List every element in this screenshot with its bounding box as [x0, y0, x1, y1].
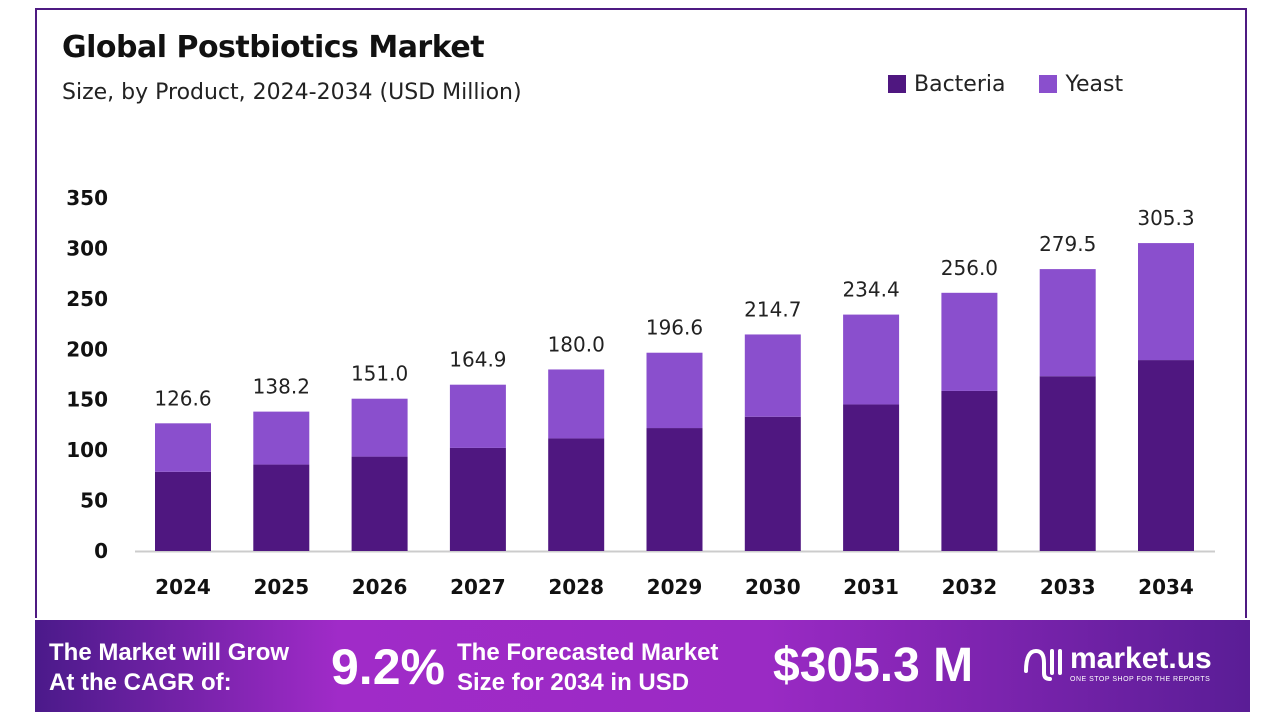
data-label: 164.9 — [449, 348, 506, 372]
bar-bacteria — [351, 456, 408, 551]
bar-bacteria — [1138, 360, 1194, 551]
chart-subtitle: Size, by Product, 2024-2034 (USD Million… — [62, 80, 522, 105]
y-tick-label: 150 — [66, 388, 108, 412]
data-label: 126.6 — [154, 386, 211, 410]
x-tick-label: 2032 — [942, 575, 998, 599]
x-tick-label: 2034 — [1138, 575, 1194, 599]
chart-frame — [35, 8, 1247, 618]
bar-bacteria — [843, 404, 900, 551]
data-label: 151.0 — [351, 362, 408, 386]
data-label: 138.2 — [253, 375, 310, 399]
chart-title: Global Postbiotics Market — [62, 30, 485, 65]
legend-item-yeast: Yeast — [1039, 72, 1123, 97]
footer-banner: The Market will Grow At the CAGR of: 9.2%… — [35, 620, 1250, 712]
x-tick-label: 2031 — [843, 575, 899, 599]
bar-bacteria — [1039, 376, 1096, 551]
data-label: 279.5 — [1039, 232, 1096, 256]
x-tick-label: 2025 — [253, 575, 309, 599]
bar-yeast — [1138, 243, 1194, 361]
y-tick-label: 100 — [66, 438, 108, 462]
data-label: 234.4 — [842, 278, 899, 302]
bar-yeast — [744, 334, 801, 417]
bar-yeast — [548, 369, 605, 439]
cagr-label: The Market will Grow At the CAGR of: — [49, 639, 290, 696]
x-tick-label: 2033 — [1040, 575, 1096, 599]
data-label: 305.3 — [1137, 206, 1194, 230]
bar-yeast — [1039, 269, 1096, 377]
legend: Bacteria Yeast — [888, 72, 1123, 97]
forecast-label: The Forecasted Market Size for 2034 in US… — [457, 639, 719, 696]
y-tick-label: 200 — [66, 337, 108, 361]
x-tick-label: 2026 — [352, 575, 408, 599]
cagr-value: 9.2% — [331, 639, 445, 695]
data-label: 180.0 — [548, 332, 605, 356]
y-tick-label: 350 — [66, 186, 108, 210]
x-tick-label: 2027 — [450, 575, 506, 599]
market-us-logo: market.us ONE STOP SHOP FOR THE REPORTS — [1020, 642, 1212, 683]
bar-yeast — [351, 398, 408, 457]
bar-bacteria — [449, 447, 506, 551]
bar-bacteria — [253, 464, 310, 551]
bar-yeast — [155, 423, 211, 472]
y-tick-label: 50 — [80, 489, 108, 513]
data-label: 196.6 — [646, 316, 703, 340]
x-tick-label: 2029 — [647, 575, 703, 599]
logo-icon — [1024, 648, 1062, 681]
bar-bacteria — [744, 416, 801, 551]
x-tick-label: 2030 — [745, 575, 801, 599]
forecast-value: $305.3 M — [773, 639, 974, 692]
bar-bacteria — [548, 438, 605, 551]
x-tick-label: 2028 — [548, 575, 604, 599]
data-label: 214.7 — [744, 297, 801, 321]
data-label: 256.0 — [941, 256, 998, 280]
bar-bacteria — [646, 428, 703, 551]
y-tick-label: 0 — [94, 539, 108, 563]
bar-bacteria — [155, 471, 211, 551]
bar-yeast — [449, 384, 506, 448]
bar-yeast — [843, 314, 900, 405]
legend-item-bacteria: Bacteria — [888, 72, 1005, 97]
bar-yeast — [253, 411, 310, 465]
bar-bacteria — [941, 390, 998, 551]
bar-yeast — [941, 292, 998, 391]
y-tick-label: 300 — [66, 236, 108, 260]
y-tick-label: 250 — [66, 287, 108, 311]
x-tick-label: 2024 — [155, 575, 211, 599]
bar-yeast — [646, 352, 703, 429]
